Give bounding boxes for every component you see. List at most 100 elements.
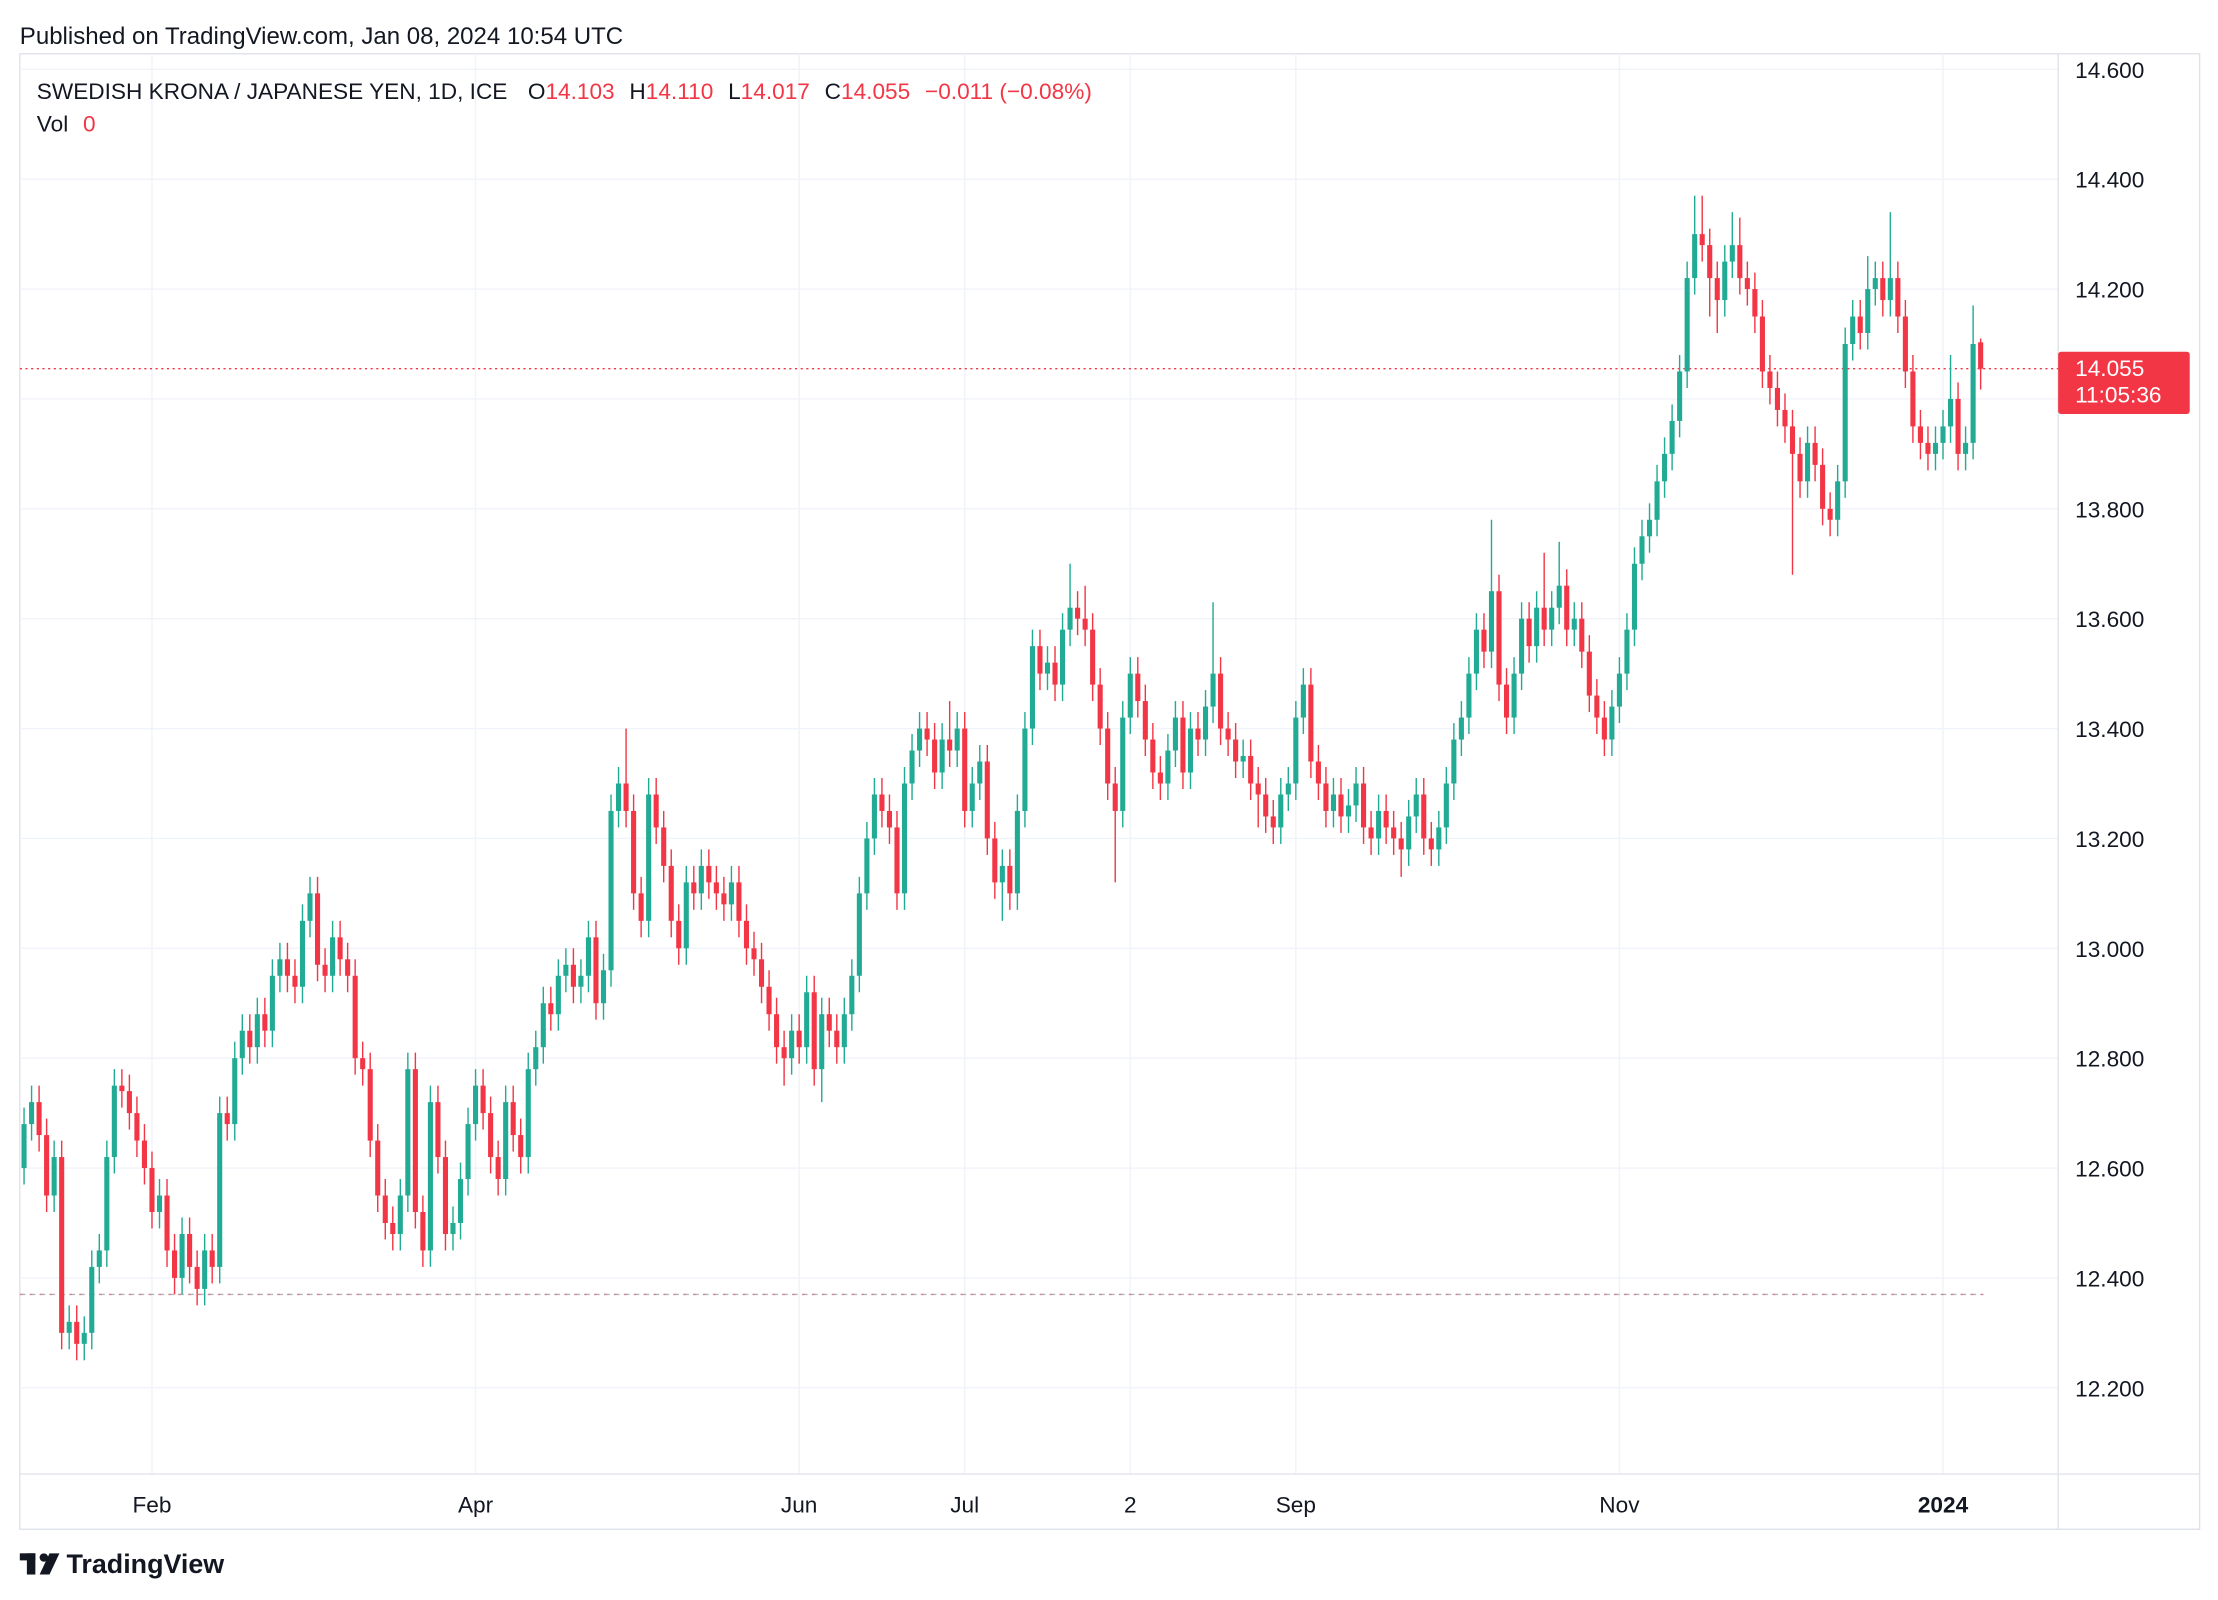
candle xyxy=(533,1030,539,1086)
candle xyxy=(29,1085,35,1141)
candle xyxy=(1812,426,1818,482)
time-axis[interactable]: Feb Apr Jun Jul 2 Sep Nov 2024 xyxy=(132,1492,1968,1517)
candle-body xyxy=(691,882,697,894)
candle-body xyxy=(1744,278,1750,290)
candle xyxy=(1940,409,1946,460)
candle xyxy=(465,1107,471,1196)
low-label: L xyxy=(728,79,741,104)
candle xyxy=(59,1140,65,1350)
candle-body xyxy=(1571,618,1577,630)
candle xyxy=(1323,767,1329,828)
candle-body xyxy=(21,1124,27,1169)
candle xyxy=(254,997,260,1064)
candle xyxy=(156,1179,163,1229)
candle xyxy=(781,1030,787,1086)
candle xyxy=(96,1233,102,1284)
candle-body xyxy=(1947,398,1954,427)
last-price-tag-bg xyxy=(2058,351,2190,414)
candle-body xyxy=(984,761,990,839)
symbol-legend[interactable]: SWEDISH KRONA / JAPANESE YEN, 1D, ICE O1… xyxy=(37,79,1092,104)
price-tick-label: 13.400 xyxy=(2075,717,2144,742)
candle-body xyxy=(548,1003,554,1015)
candle-body xyxy=(156,1195,163,1212)
candle-body xyxy=(1075,607,1081,619)
candle xyxy=(435,1085,441,1174)
candle xyxy=(1488,519,1495,669)
candle xyxy=(1677,354,1683,438)
tradingview-logo-icon xyxy=(19,1553,60,1575)
candle-body xyxy=(29,1102,35,1125)
candle xyxy=(1345,788,1352,833)
candle xyxy=(1541,552,1547,647)
candle-body xyxy=(924,728,930,740)
volume-label: Vol xyxy=(37,112,68,137)
candle-body xyxy=(435,1102,441,1158)
candle xyxy=(1782,393,1788,443)
candle-body xyxy=(330,937,336,976)
candle-body xyxy=(751,948,757,960)
candle xyxy=(691,865,697,910)
candle-body xyxy=(1345,805,1352,817)
candle xyxy=(834,1014,840,1064)
tradingview-brand-text: TradingView xyxy=(66,1549,224,1579)
candle-body xyxy=(1616,673,1622,707)
candle xyxy=(1383,794,1389,844)
candle xyxy=(1549,591,1555,647)
candle xyxy=(1315,745,1321,800)
candle xyxy=(1767,354,1773,405)
candle xyxy=(1195,712,1201,757)
candle-body xyxy=(766,986,772,1015)
candle-body xyxy=(1398,838,1404,850)
candle xyxy=(1556,541,1562,625)
candle-body xyxy=(849,975,855,1015)
candle-body xyxy=(1880,278,1886,301)
tradingview-logo[interactable]: TradingView xyxy=(19,1549,224,1579)
candle xyxy=(382,1179,388,1240)
symbol-name: SWEDISH KRONA / JAPANESE YEN, 1D, ICE xyxy=(37,79,508,104)
open-value: 14.103 xyxy=(545,79,614,104)
candle xyxy=(932,723,938,789)
candle-body xyxy=(59,1157,65,1333)
candle xyxy=(1850,300,1856,361)
candle-body xyxy=(1082,618,1088,630)
candle-body xyxy=(1925,442,1931,454)
candle xyxy=(713,865,719,910)
candle xyxy=(1669,404,1675,471)
candle xyxy=(262,997,268,1048)
candle xyxy=(1413,777,1419,833)
candle xyxy=(360,1041,366,1086)
candle xyxy=(1601,701,1607,757)
candle xyxy=(1503,668,1510,735)
candle-body xyxy=(555,975,561,1015)
candle xyxy=(1270,799,1276,844)
price-axis[interactable]: 14.60014.40014.20014.00013.80013.60013.4… xyxy=(2075,58,2144,1401)
candle xyxy=(104,1140,110,1267)
candle-body xyxy=(337,937,343,960)
candle xyxy=(239,1014,245,1075)
candle xyxy=(608,794,614,987)
volume-legend[interactable]: Vol 0 xyxy=(37,112,96,137)
candle xyxy=(984,745,990,855)
candle-body xyxy=(1300,684,1306,718)
price-tick-label: 12.800 xyxy=(2075,1047,2144,1072)
candle-body xyxy=(1428,838,1434,850)
candle-body xyxy=(322,964,328,976)
candle xyxy=(1150,723,1156,789)
time-tick-label: Jun xyxy=(781,1492,817,1517)
candle-body xyxy=(284,959,290,976)
candle xyxy=(1255,767,1261,828)
candle-body xyxy=(247,1030,253,1048)
candle-body xyxy=(1022,728,1028,811)
candle-body xyxy=(1127,673,1133,718)
candle-body xyxy=(796,1030,802,1048)
candle-body xyxy=(856,893,862,976)
candle-body xyxy=(713,882,719,894)
candle-body xyxy=(1014,810,1020,894)
candle-body xyxy=(495,1157,501,1180)
candlestick-series[interactable] xyxy=(21,195,1984,1361)
candle xyxy=(1097,668,1103,746)
candle xyxy=(1631,547,1638,647)
candle-body xyxy=(1549,607,1555,630)
last-price-tag[interactable]: 14.055 11:05:36 xyxy=(2058,351,2190,414)
